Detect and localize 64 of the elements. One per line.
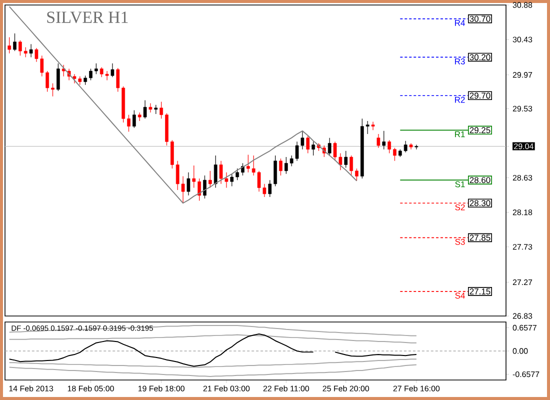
ref-line-label: S2: [455, 204, 465, 210]
candlestick: [328, 138, 332, 156]
text: 27.85: [470, 234, 490, 241]
candlestick: [230, 174, 234, 187]
candlestick: [409, 142, 413, 150]
candlestick: [154, 104, 158, 114]
text: 30.20: [470, 54, 490, 60]
candlestick: [132, 110, 136, 128]
candlestick: [208, 170, 212, 188]
candlestick: [192, 165, 196, 188]
candlestick: [56, 63, 60, 92]
ref-line-label: S4: [455, 292, 465, 299]
candlestick: [414, 144, 418, 150]
candlestick: [51, 83, 54, 97]
candlestick: [148, 102, 152, 113]
candlestick: [18, 40, 22, 56]
candlestick: [116, 68, 120, 92]
candlestick: [246, 154, 250, 173]
candlestick: [306, 135, 310, 154]
candlestick: [236, 168, 239, 180]
ref-line-label: R1: [455, 131, 465, 138]
candlestick: [284, 156, 288, 174]
candlestick: [13, 33, 16, 52]
candlestick: [350, 155, 353, 176]
text: 29.25: [470, 127, 490, 134]
candlestick: [160, 101, 163, 119]
ref-line-label: R4: [455, 20, 465, 26]
candlestick: [274, 155, 277, 187]
candlestick: [312, 141, 315, 156]
text: 28.30: [470, 200, 490, 206]
candlestick: [127, 114, 130, 132]
candlestick: [376, 134, 380, 148]
candlestick: [371, 121, 375, 130]
candlestick: [24, 46, 28, 58]
candlestick: [89, 68, 92, 81]
candlestick: [214, 155, 218, 188]
ref-line-label: S3: [455, 238, 465, 245]
candlestick: [388, 140, 391, 154]
chart-title: SILVER H1: [47, 12, 128, 24]
candlestick: [8, 36, 12, 54]
text: 27.15: [470, 288, 490, 294]
text: 29.70: [470, 92, 490, 99]
candlestick: [268, 180, 272, 198]
candlestick: [279, 158, 282, 176]
candlestick: [94, 63, 98, 74]
text: 30.70: [470, 16, 490, 22]
ref-line-label: R2: [455, 96, 465, 103]
candlestick: [198, 178, 201, 202]
candlestick: [224, 172, 228, 188]
ref-line-label: R3: [455, 58, 465, 64]
candlestick: [84, 75, 88, 86]
candlestick: [382, 130, 386, 150]
candlestick: [186, 172, 190, 196]
candlestick: [29, 44, 33, 58]
candlestick: [203, 175, 206, 199]
ref-line-label: S1: [455, 181, 465, 188]
text: 28.60: [470, 177, 490, 184]
candlestick: [110, 63, 114, 78]
candlestick: [344, 150, 348, 168]
candlestick: [170, 140, 174, 169]
candlestick: [143, 100, 147, 119]
candlestick: [219, 160, 223, 184]
candlestick: [393, 148, 396, 162]
candlestick: [355, 168, 358, 182]
